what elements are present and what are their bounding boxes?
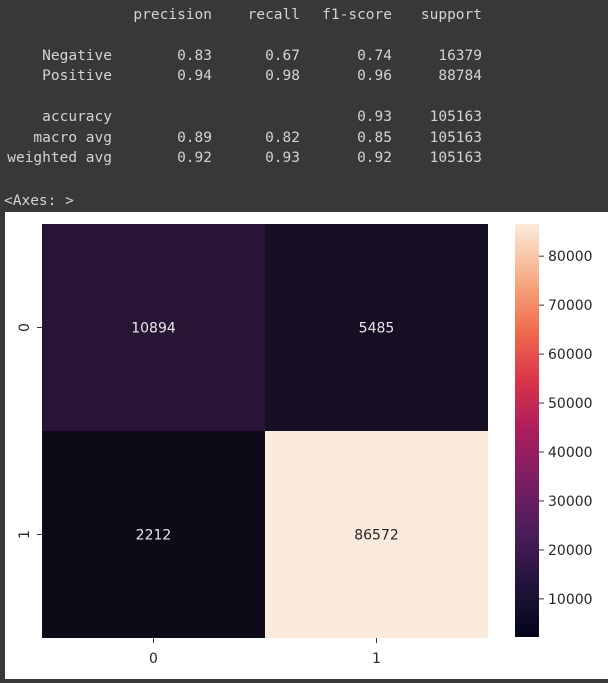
heatmap-cell-annotation: 5485	[359, 321, 395, 337]
row-label: Negative	[42, 48, 112, 64]
row-recall: 0.67	[265, 48, 300, 64]
row-precision: 0.89	[177, 130, 212, 146]
row-f1: 0.96	[357, 68, 392, 84]
row-label: macro avg	[33, 130, 112, 146]
header-support: support	[420, 7, 482, 23]
colorbar-tick-label: 10000	[548, 592, 593, 608]
header-precision: precision	[133, 7, 212, 23]
colorbar-tick-label: 40000	[548, 445, 593, 461]
row-support: 16379	[438, 48, 482, 64]
heatmap-figure: 10894 5485 2212 86572 0 1 0 1 10000 20000 30000…	[5, 212, 608, 679]
heatmap-cell-annotation: 86572	[354, 528, 399, 544]
row-label: weighted avg	[7, 150, 112, 166]
row-f1: 0.74	[357, 48, 392, 64]
colorbar-tick-label: 60000	[548, 347, 593, 363]
heatmap-cell-annotation: 2212	[136, 528, 172, 544]
row-label: Positive	[42, 68, 112, 84]
y-tick-label: 1	[17, 530, 33, 539]
row-precision: 0.94	[177, 68, 212, 84]
row-support: 105163	[429, 150, 482, 166]
row-support: 105163	[429, 130, 482, 146]
colorbar-tick-label: 80000	[548, 249, 593, 265]
row-precision: 0.83	[177, 48, 212, 64]
confusion-matrix-heatmap: 10894 5485 2212 86572 0 1 0 1 10000 20000 30000…	[17, 224, 593, 667]
colorbar-tick-label: 30000	[548, 494, 593, 510]
row-recall: 0.98	[265, 68, 300, 84]
colorbar-tick-label: 50000	[548, 396, 593, 412]
header-f1-score: f1-score	[322, 7, 392, 23]
row-support: 105163	[429, 109, 482, 125]
row-recall: 0.93	[265, 150, 300, 166]
row-f1: 0.93	[357, 109, 392, 125]
y-tick-label: 0	[17, 323, 33, 332]
row-precision: 0.92	[177, 150, 212, 166]
row-support: 88784	[438, 68, 482, 84]
x-tick-label: 1	[372, 651, 381, 667]
row-recall: 0.82	[265, 130, 300, 146]
row-f1: 0.85	[357, 130, 392, 146]
heatmap-cell	[42, 431, 265, 638]
heatmap-cell	[42, 224, 265, 431]
colorbar	[515, 224, 539, 637]
heatmap-cell-annotation: 10894	[131, 321, 176, 337]
axes-repr-output: <Axes: >	[4, 193, 74, 209]
heatmap-cell	[265, 224, 488, 431]
row-label: accuracy	[42, 109, 112, 125]
colorbar-tick-label: 20000	[548, 543, 593, 559]
x-tick-label: 0	[149, 651, 158, 667]
colorbar-tick-label: 70000	[548, 298, 593, 314]
row-f1: 0.92	[357, 150, 392, 166]
header-recall: recall	[247, 7, 300, 23]
classification-report: precision recall f1-score support Negati…	[0, 0, 608, 210]
heatmap-cell	[265, 431, 488, 638]
